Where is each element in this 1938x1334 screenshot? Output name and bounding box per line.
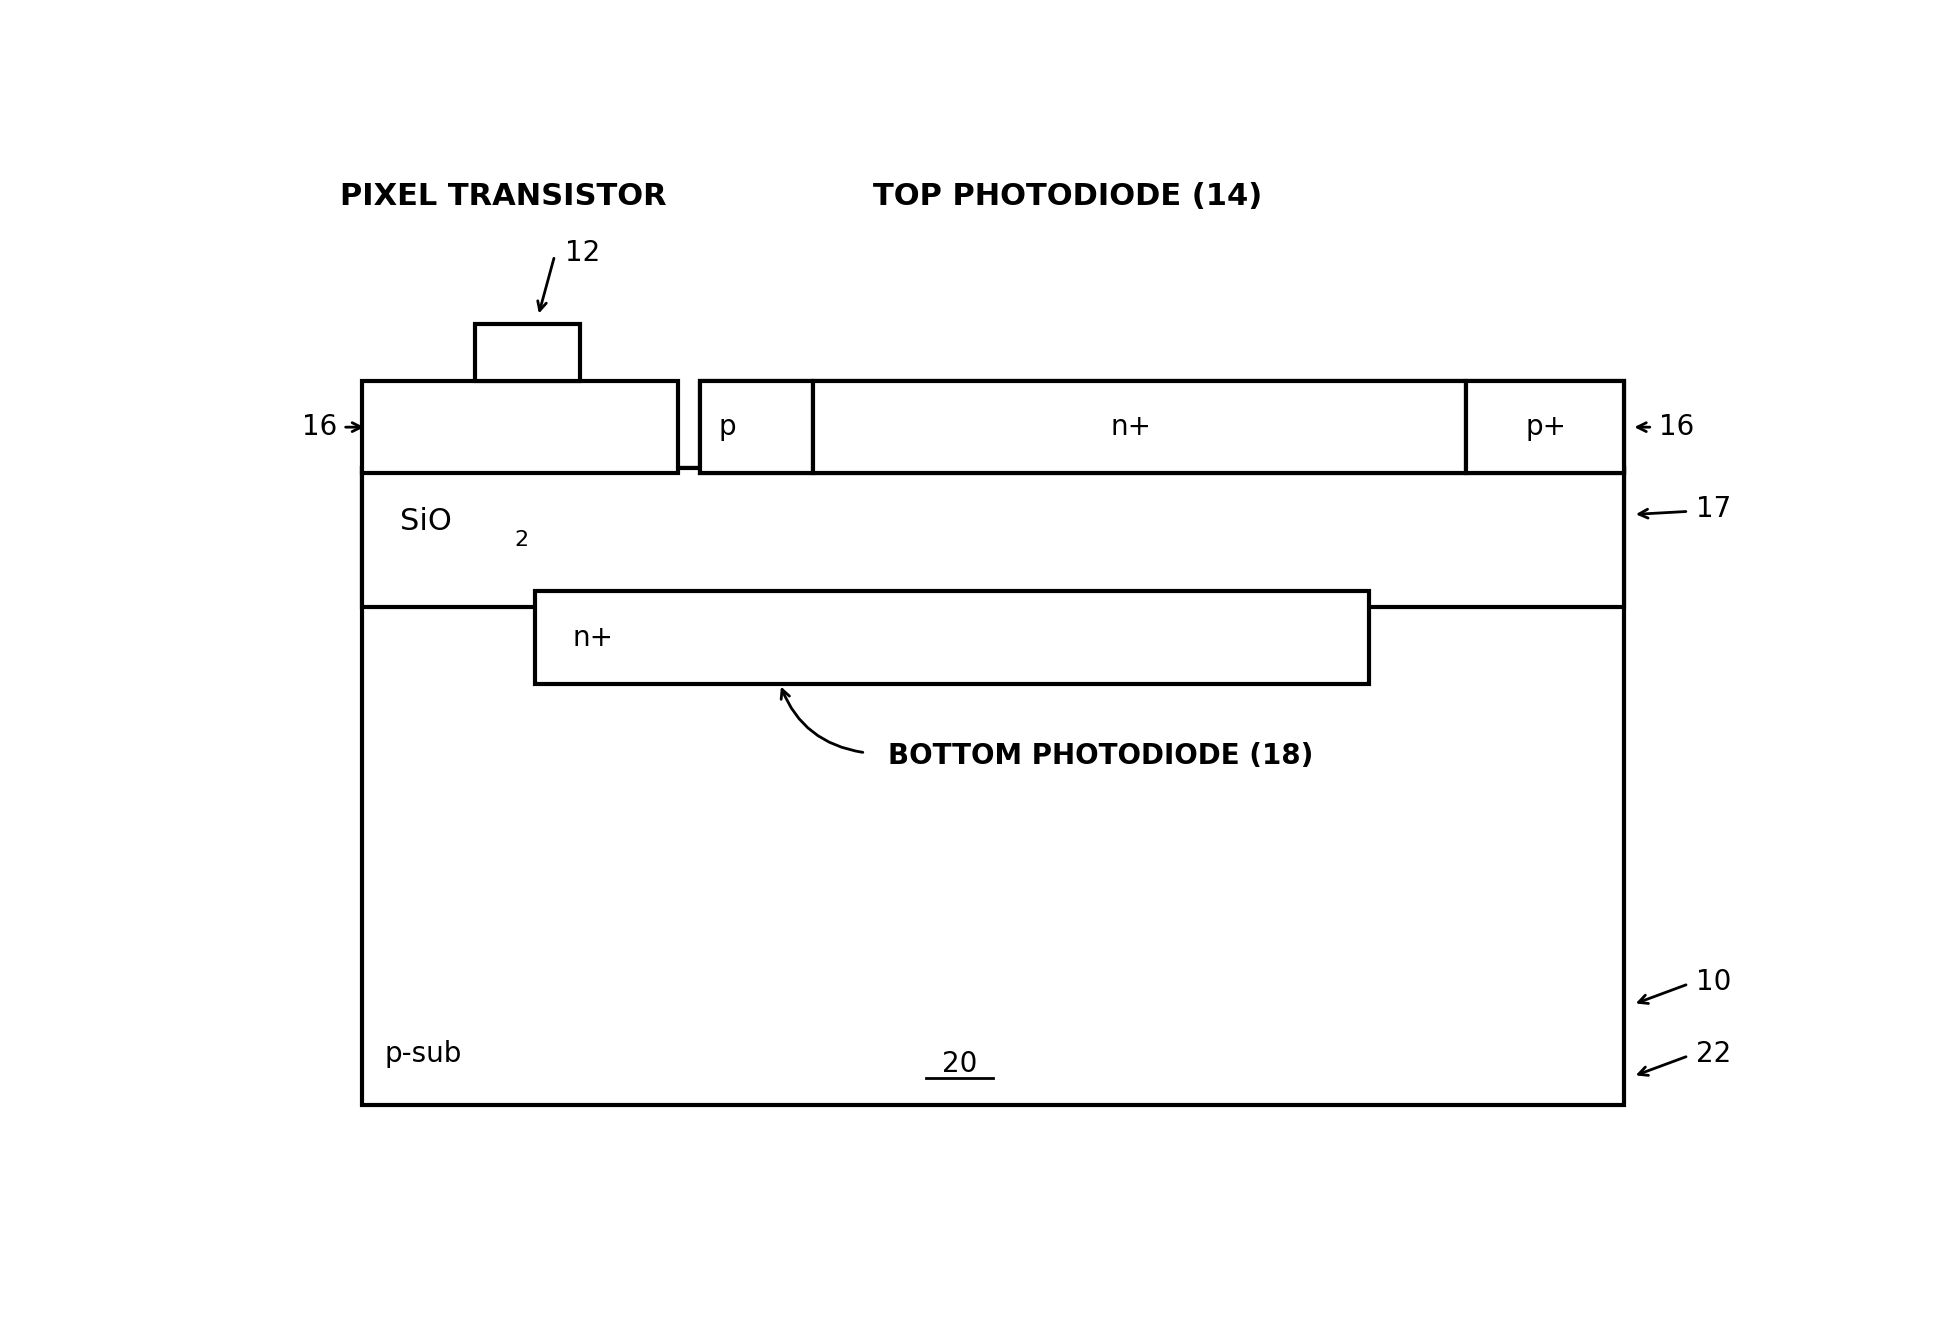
Bar [1467,382,1624,474]
Text: 2: 2 [514,530,529,550]
Bar [700,382,1624,474]
Bar [535,591,1368,684]
Text: SiO: SiO [399,507,452,536]
Text: 16: 16 [1659,414,1694,442]
Text: TOP PHOTODIODE (14): TOP PHOTODIODE (14) [872,181,1262,211]
Bar [362,468,1624,1105]
Text: p+: p+ [1525,414,1566,442]
Bar [700,382,814,474]
Text: 17: 17 [1696,495,1731,523]
Bar [475,324,579,382]
Bar [362,382,678,474]
Text: 10: 10 [1696,968,1731,995]
Text: 16: 16 [302,414,337,442]
Bar [814,382,1467,474]
Text: 22: 22 [1696,1039,1731,1067]
Text: PIXEL TRANSISTOR: PIXEL TRANSISTOR [339,181,667,211]
Text: 20: 20 [942,1050,979,1078]
Bar [362,468,1624,607]
Text: p-sub: p-sub [386,1039,463,1067]
Text: n+: n+ [1110,414,1151,442]
Text: 12: 12 [566,239,601,267]
Text: n+: n+ [574,624,614,652]
Text: BOTTOM PHOTODIODE (18): BOTTOM PHOTODIODE (18) [888,742,1314,770]
Text: p: p [719,414,736,442]
